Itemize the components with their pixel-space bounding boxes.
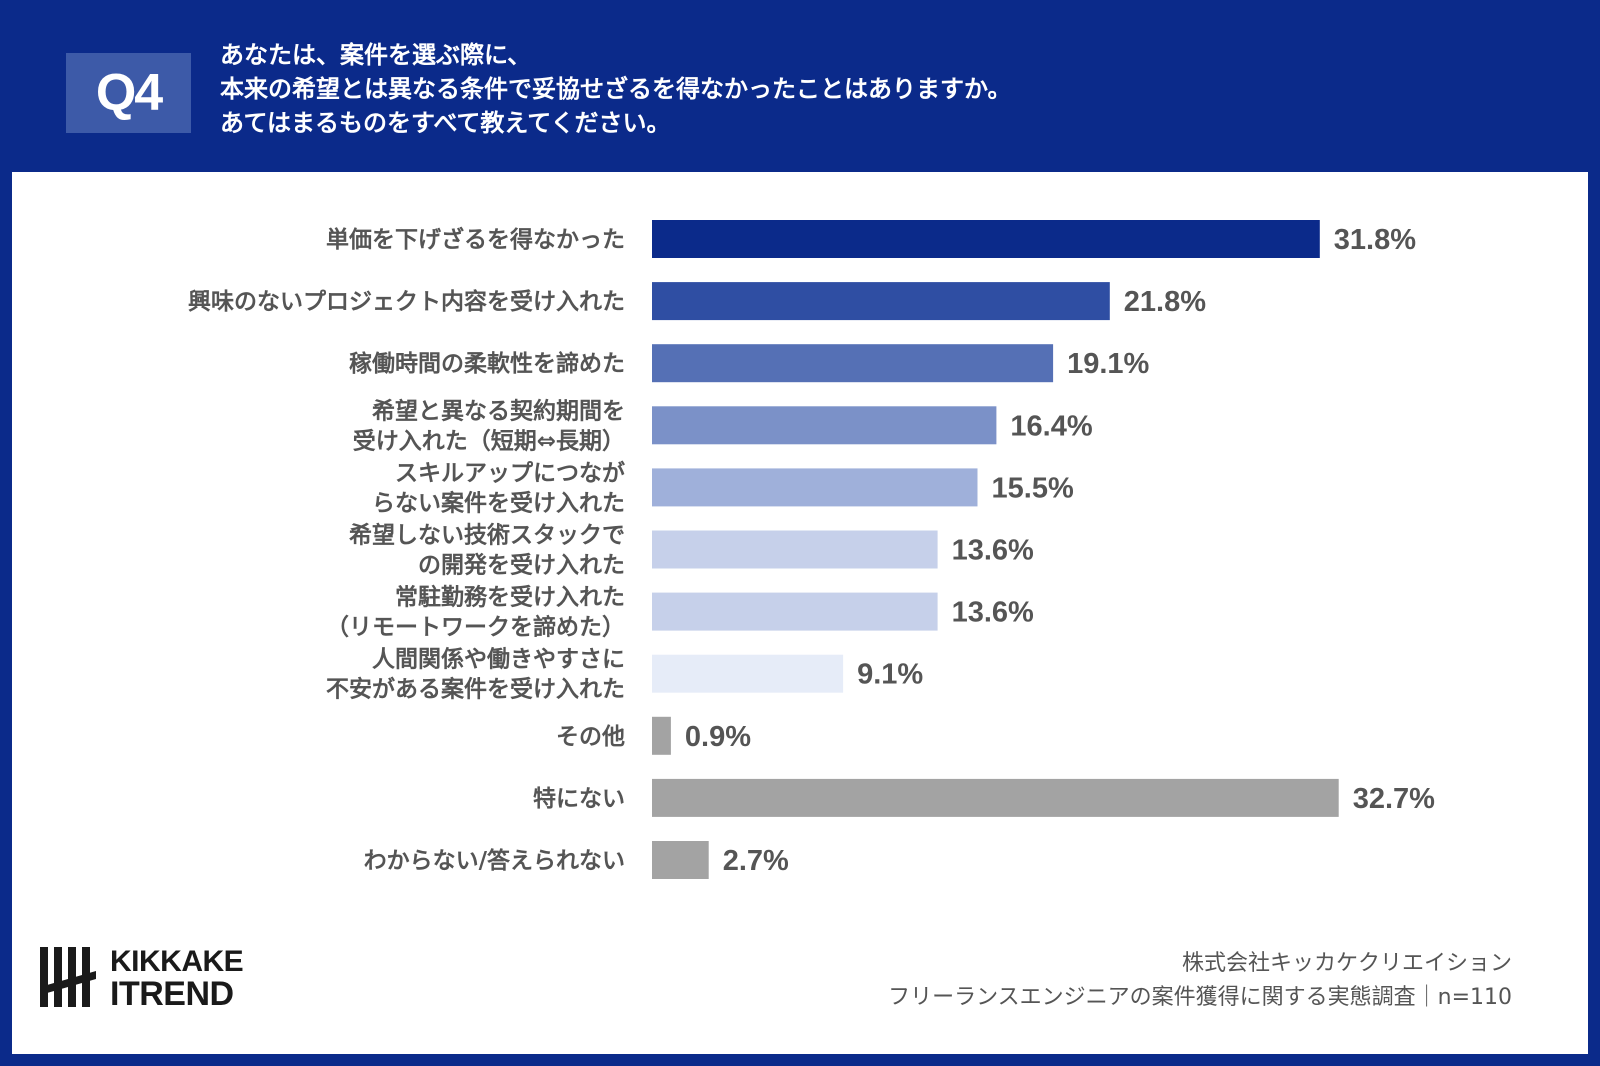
- value-label: 9.1%: [857, 659, 923, 691]
- category-label: 単価を下げざるを得なかった: [326, 226, 625, 253]
- category-label: 興味のないプロジェクト内容を受け入れた: [188, 288, 625, 315]
- bar: [652, 468, 978, 507]
- logo-mark-icon: [40, 947, 96, 1007]
- logo-line-2: ITREND: [110, 975, 234, 1013]
- category-label: 常駐勤務を受け入れた: [395, 584, 625, 611]
- value-label: 21.8%: [1124, 286, 1206, 318]
- category-label: スキルアップにつなが: [395, 459, 625, 486]
- value-label: 19.1%: [1067, 348, 1149, 380]
- bar: [652, 530, 938, 569]
- bar: [652, 220, 1320, 258]
- category-label: 特にない: [533, 786, 625, 812]
- question-line: あてはまるものをすべて教えてください。: [220, 109, 671, 137]
- value-label: 2.7%: [723, 845, 789, 877]
- question-line: 本来の希望とは異なる条件で妥協せざるを得なかったことはありますか。: [220, 75, 1012, 103]
- category-label: 受け入れた（短期⇔長期）: [353, 427, 625, 454]
- value-label: 31.8%: [1334, 224, 1416, 256]
- category-label: の開発を受け入れた: [418, 552, 625, 579]
- bar: [652, 406, 997, 445]
- category-label: らない案件を受け入れた: [372, 489, 625, 516]
- bar: [652, 841, 709, 879]
- value-label: 32.7%: [1353, 783, 1435, 815]
- logo-line-1: KIKKAKE: [110, 945, 244, 978]
- category-label: その他: [556, 724, 625, 750]
- kikkake-itrend-logo: KIKKAKE ITREND: [40, 947, 300, 1017]
- bar-chart: 31.8% 単価を下げざるを得なかった 21.8% 興味のないプロジェクト内容を受け入…: [188, 220, 1435, 879]
- category-label: 稼働時間の柔軟性を諦めた: [349, 350, 625, 377]
- logo-wordmark: KIKKAKE ITREND: [110, 945, 244, 1013]
- category-label: わからない/答えられない: [364, 847, 625, 874]
- bar: [652, 282, 1110, 321]
- value-label: 16.4%: [1010, 410, 1092, 442]
- category-label: 希望と異なる契約期間を: [372, 397, 625, 424]
- value-label: 15.5%: [992, 472, 1074, 504]
- chart-panel: 31.8% 単価を下げざるを得なかった 21.8% 興味のないプロジェクト内容を受け入…: [12, 172, 1588, 1054]
- bar: [652, 344, 1054, 383]
- bar: [652, 716, 671, 755]
- source-credit: 株式会社キッカケクリエイション フリーランスエンジニアの案件獲得に関する実態調査…: [888, 947, 1512, 1015]
- category-label: 不安がある案件を受け入れた: [326, 676, 625, 703]
- question-line: あなたは、案件を選ぶ際に、: [220, 41, 532, 69]
- category-label: 人間関係や働きやすさに: [372, 647, 625, 673]
- question-number-badge: Q4: [66, 53, 191, 133]
- value-label: 13.6%: [952, 597, 1034, 629]
- question-text: あなたは、案件を選ぶ際に、 本来の希望とは異なる条件で妥協せざるを得なかったこと…: [220, 38, 1560, 140]
- header: Q4 あなたは、案件を選ぶ際に、 本来の希望とは異なる条件で妥協せざるを得なかっ…: [0, 0, 1600, 172]
- value-label: 0.9%: [685, 721, 751, 753]
- bar: [652, 778, 1339, 817]
- category-label: 希望しない技術スタックで: [349, 522, 625, 549]
- category-label: （リモートワークを諦めた）: [326, 614, 625, 641]
- source-survey: フリーランスエンジニアの案件獲得に関する実態調査｜n=110: [888, 985, 1512, 1010]
- bottom-border: [0, 1054, 1600, 1066]
- source-company: 株式会社キッカケクリエイション: [1181, 951, 1512, 976]
- bar: [652, 592, 938, 631]
- value-label: 13.6%: [952, 535, 1034, 567]
- bar: [652, 654, 844, 693]
